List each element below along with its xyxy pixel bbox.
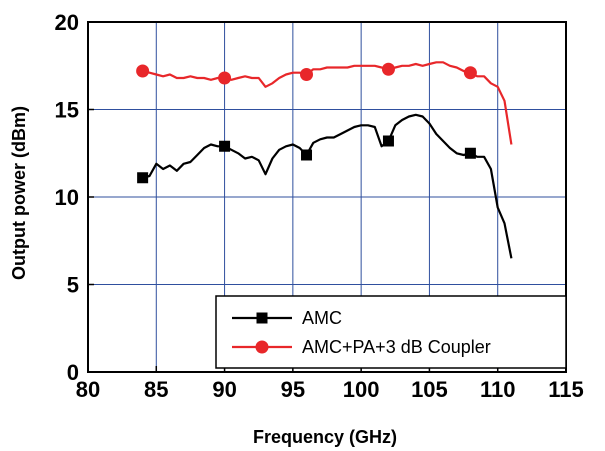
data-point bbox=[137, 172, 149, 184]
legend-item: AMC+PA+3 dB Coupler bbox=[232, 337, 491, 357]
x-tick-label: 100 bbox=[343, 377, 380, 402]
legend-marker bbox=[255, 340, 269, 354]
y-tick-label: 20 bbox=[55, 10, 79, 35]
legend-label: AMC+PA+3 dB Coupler bbox=[302, 337, 491, 357]
series-layer bbox=[136, 61, 513, 259]
legend-item: AMC bbox=[232, 308, 342, 328]
y-tick-label: 15 bbox=[55, 98, 79, 123]
x-tick-label: 110 bbox=[480, 377, 516, 402]
data-point bbox=[218, 71, 232, 85]
x-tick-label: 115 bbox=[548, 377, 584, 402]
y-tick-label: 5 bbox=[67, 273, 79, 298]
series-line bbox=[142, 61, 513, 145]
data-point bbox=[381, 62, 395, 76]
x-tick-label: 90 bbox=[212, 377, 236, 402]
x-tick-label: 80 bbox=[76, 377, 100, 402]
data-point bbox=[464, 147, 476, 159]
legend-label: AMC bbox=[302, 308, 342, 328]
legend: AMC AMC+PA+3 dB Coupler bbox=[215, 295, 567, 369]
data-point bbox=[301, 149, 313, 161]
x-tick-label: 105 bbox=[411, 377, 448, 402]
x-axis-title: Frequency (GHz) bbox=[253, 427, 397, 447]
axis-ticks: 80 85 90 95 100 105 110 115 0 5 10 15 20 bbox=[55, 10, 584, 402]
series-line bbox=[142, 113, 513, 259]
data-point bbox=[463, 66, 477, 80]
y-tick-label: 10 bbox=[55, 185, 79, 210]
legend-box bbox=[215, 295, 567, 369]
data-point bbox=[219, 140, 231, 152]
series-2 bbox=[136, 61, 513, 145]
legend-marker bbox=[256, 312, 268, 324]
x-tick-label: 85 bbox=[144, 377, 168, 402]
y-axis-title: Output power (dBm) bbox=[9, 106, 29, 280]
y-tick-label: 0 bbox=[67, 360, 79, 385]
data-point bbox=[300, 68, 314, 81]
data-point bbox=[136, 64, 150, 78]
data-point bbox=[382, 135, 394, 147]
x-tick-label: 95 bbox=[281, 377, 305, 402]
series-1 bbox=[137, 113, 513, 259]
